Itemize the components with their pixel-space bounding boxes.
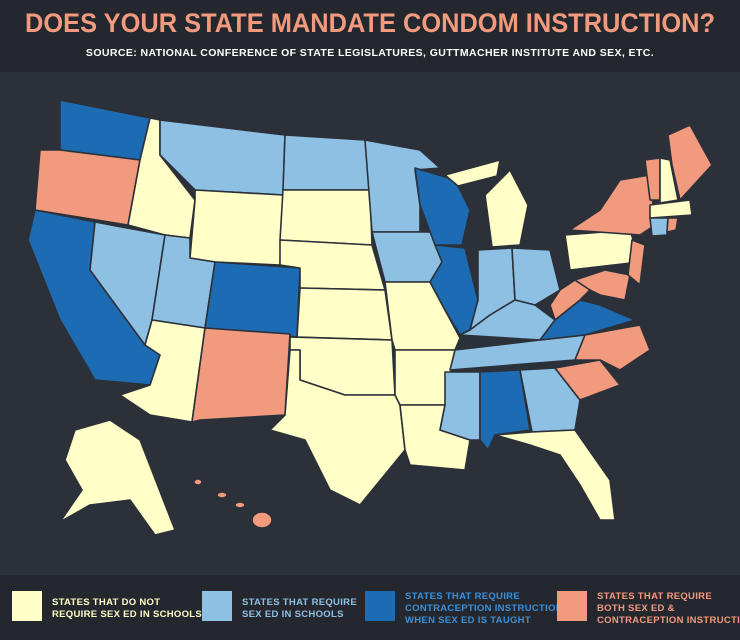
legend-label: REQUIRE SEX ED IN SCHOOLS xyxy=(52,609,202,620)
state xyxy=(216,491,228,499)
header-bar xyxy=(0,0,740,72)
map xyxy=(27,99,713,536)
legend-label: CONTRACEPTION INSTRUCTION xyxy=(405,603,563,614)
state xyxy=(59,419,176,536)
source: SOURCE: NATIONAL CONFERENCE OF STATE LEG… xyxy=(86,47,654,59)
legend-label: BOTH SEX ED & xyxy=(597,603,675,614)
state xyxy=(234,501,246,509)
legend-label: STATES THAT REQUIRE xyxy=(597,591,712,602)
state xyxy=(204,261,301,338)
state xyxy=(519,367,581,433)
state xyxy=(439,371,481,441)
state xyxy=(444,159,501,187)
state xyxy=(554,359,621,401)
state xyxy=(627,239,646,286)
state xyxy=(279,189,373,246)
title: DOES YOUR STATE MANDATE CONDOM INSTRUCTI… xyxy=(25,8,715,38)
state xyxy=(251,511,273,529)
legend-swatch xyxy=(12,591,42,621)
state xyxy=(371,231,443,283)
state xyxy=(494,429,616,521)
legend-label: SEX ED IN SCHOOLS xyxy=(242,609,344,620)
state xyxy=(649,217,669,237)
state xyxy=(282,134,371,191)
legend-label: STATES THAT DO NOT xyxy=(52,597,160,608)
legend-swatch xyxy=(202,591,232,621)
state xyxy=(666,217,679,233)
state xyxy=(296,287,393,341)
state xyxy=(191,327,291,423)
legend-label: WHEN SEX ED IS TAUGHT xyxy=(405,615,531,626)
legend-swatch xyxy=(365,591,395,621)
state xyxy=(649,199,693,219)
state xyxy=(484,169,529,248)
state xyxy=(667,124,713,201)
legend-label: STATES THAT REQUIRE xyxy=(405,591,520,602)
state xyxy=(511,247,561,306)
legend-label: STATES THAT REQUIRE xyxy=(242,597,357,608)
state xyxy=(574,269,631,301)
state xyxy=(189,189,284,266)
state xyxy=(659,157,679,204)
state xyxy=(193,478,203,486)
legend-swatch xyxy=(557,591,587,621)
legend-label: CONTRACEPTION INSTRUCTION xyxy=(597,615,740,626)
legend: STATES THAT DO NOT REQUIRE SEX ED IN SCH… xyxy=(12,591,740,626)
